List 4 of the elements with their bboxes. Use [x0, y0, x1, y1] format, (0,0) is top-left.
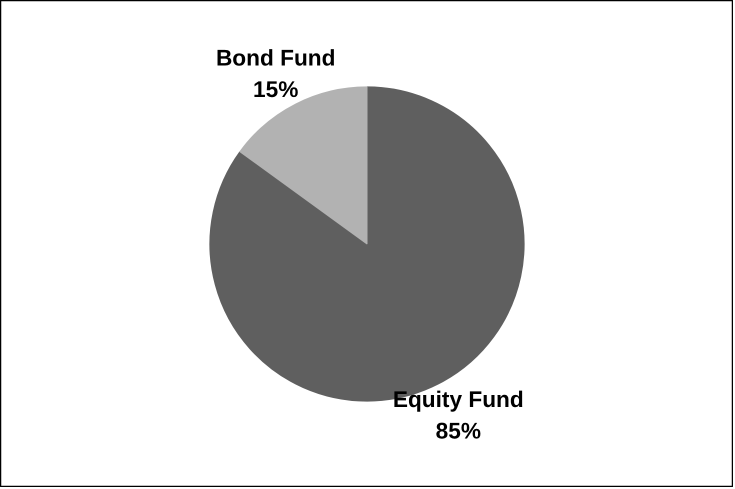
slice-label: Bond Fund: [216, 44, 336, 71]
data-label: 85%: [436, 417, 481, 444]
slice-label: Equity Fund: [392, 386, 524, 412]
data-label: 15%: [253, 76, 298, 102]
